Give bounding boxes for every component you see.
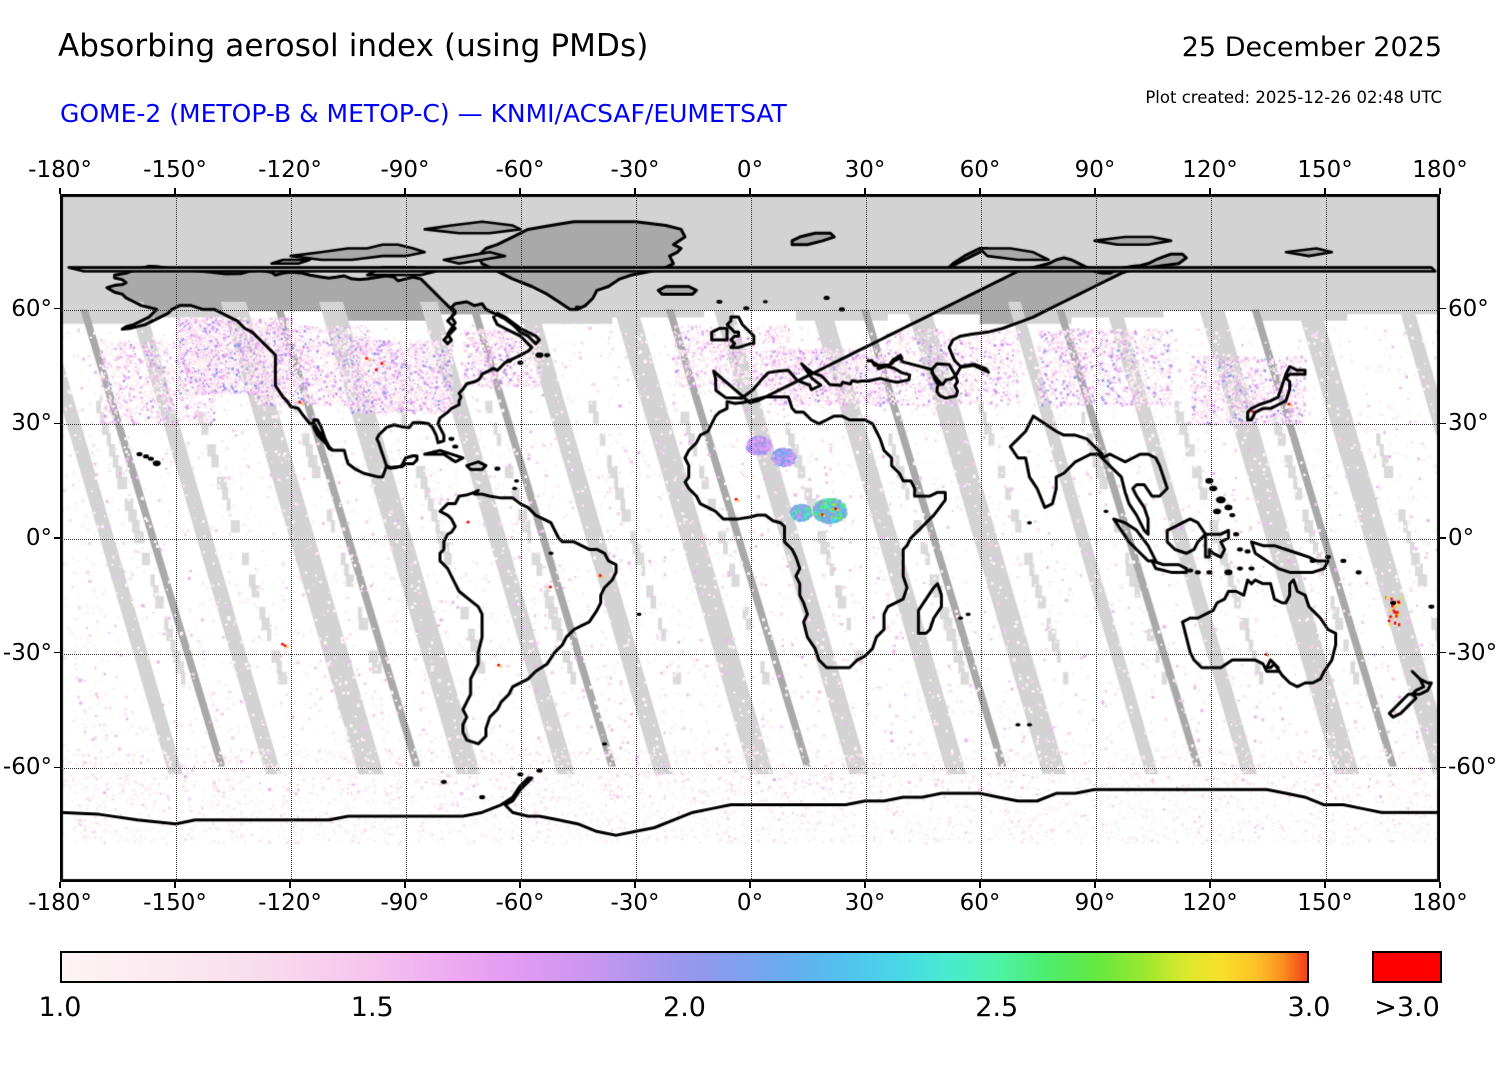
lon-tick — [404, 882, 406, 888]
lat-tick — [1440, 422, 1446, 425]
colorbar-tick-label: 3.0 — [1287, 992, 1331, 1023]
lon-tick-label: 120° — [1182, 157, 1238, 183]
lat-tick-label: -60° — [1448, 754, 1498, 781]
lon-tick-label: 30° — [844, 890, 886, 916]
lat-tick-label: -30° — [2, 639, 52, 666]
lon-tick-label: 180° — [1412, 157, 1468, 183]
colorbar-tick-label: 1.5 — [350, 992, 394, 1023]
lon-tick — [1439, 882, 1441, 888]
lon-tick-label: 120° — [1182, 890, 1238, 916]
lon-tick-label: -60° — [495, 157, 545, 183]
lat-tick — [54, 537, 60, 539]
lon-tick — [749, 882, 751, 888]
lon-tick-label: -180° — [28, 890, 92, 916]
plot-created-timestamp: Plot created: 2025-12-26 02:48 UTC — [1145, 88, 1442, 107]
lon-tick — [1439, 188, 1441, 194]
lon-tick-label: -180° — [28, 157, 92, 183]
lon-tick-label: -150° — [143, 157, 207, 183]
lat-tick — [1440, 651, 1446, 654]
lon-tick — [519, 882, 521, 888]
lon-tick-label: 0° — [736, 890, 764, 916]
lon-tick — [979, 188, 981, 194]
lon-tick — [174, 188, 176, 194]
lon-tick — [59, 882, 61, 888]
map-plot-area — [60, 194, 1440, 882]
lon-tick — [59, 188, 61, 194]
aerosol-index-map — [61, 195, 1439, 881]
lon-tick-label: 60° — [959, 157, 1001, 183]
lat-tick — [54, 651, 60, 654]
colorbar-overflow-label: >3.0 — [1374, 992, 1440, 1023]
lon-tick — [289, 188, 291, 194]
lon-tick — [749, 188, 751, 194]
lon-tick-label: 150° — [1297, 890, 1353, 916]
lon-tick — [864, 882, 866, 888]
lon-tick — [1324, 188, 1326, 194]
lon-tick — [634, 188, 636, 194]
observation-date: 25 December 2025 — [1181, 32, 1442, 63]
colorbar — [60, 951, 1309, 983]
colorbar-gradient — [62, 953, 1307, 981]
lat-tick-label: 0° — [1448, 525, 1475, 551]
lat-tick-label: 30° — [11, 410, 52, 437]
lon-tick-label: 30° — [844, 157, 886, 183]
lon-tick — [1094, 882, 1096, 888]
lat-tick — [1440, 307, 1446, 310]
lon-tick-label: -90° — [380, 890, 430, 916]
lat-tick-label: -60° — [2, 754, 52, 781]
lon-tick — [404, 188, 406, 194]
lat-tick-label: 60° — [11, 295, 52, 322]
lat-tick — [1440, 537, 1446, 539]
lon-tick-label: 90° — [1074, 157, 1116, 183]
colorbar-tick-label: 2.5 — [975, 992, 1019, 1023]
lon-tick — [864, 188, 866, 194]
lon-tick-label: -60° — [495, 890, 545, 916]
lat-tick-label: 60° — [1448, 295, 1489, 322]
lat-tick — [54, 307, 60, 310]
lon-tick-label: 180° — [1412, 890, 1468, 916]
lon-tick — [174, 882, 176, 888]
lat-tick — [54, 766, 60, 769]
colorbar-tick-label: 1.0 — [38, 992, 82, 1023]
lon-tick — [1094, 188, 1096, 194]
lon-tick — [1209, 188, 1211, 194]
lon-tick-label: -120° — [258, 157, 322, 183]
lat-tick-label: 30° — [1448, 410, 1489, 437]
lon-tick-label: -90° — [380, 157, 430, 183]
page-title: Absorbing aerosol index (using PMDs) — [58, 28, 649, 64]
lon-tick — [634, 882, 636, 888]
lon-tick-label: 90° — [1074, 890, 1116, 916]
lat-tick — [54, 422, 60, 425]
lon-tick-label: 0° — [736, 157, 764, 183]
instrument-subtitle: GOME-2 (METOP-B & METOP-C) — KNMI/ACSAF/… — [60, 99, 787, 128]
lat-tick-label: 0° — [25, 525, 52, 551]
lon-tick — [289, 882, 291, 888]
lat-tick-label: -30° — [1448, 639, 1498, 666]
lat-tick — [1440, 766, 1446, 769]
lon-tick-label: -30° — [610, 890, 660, 916]
lon-tick — [1209, 882, 1211, 888]
lon-tick — [979, 882, 981, 888]
lon-tick-label: 150° — [1297, 157, 1353, 183]
lon-tick-label: -150° — [143, 890, 207, 916]
colorbar-tick-label: 2.0 — [663, 992, 706, 1023]
lon-tick — [519, 188, 521, 194]
lon-tick — [1324, 882, 1326, 888]
lon-tick-label: -120° — [258, 890, 322, 916]
colorbar-overflow-swatch — [1372, 951, 1442, 983]
lon-tick-label: 60° — [959, 890, 1001, 916]
lon-tick-label: -30° — [610, 157, 660, 183]
